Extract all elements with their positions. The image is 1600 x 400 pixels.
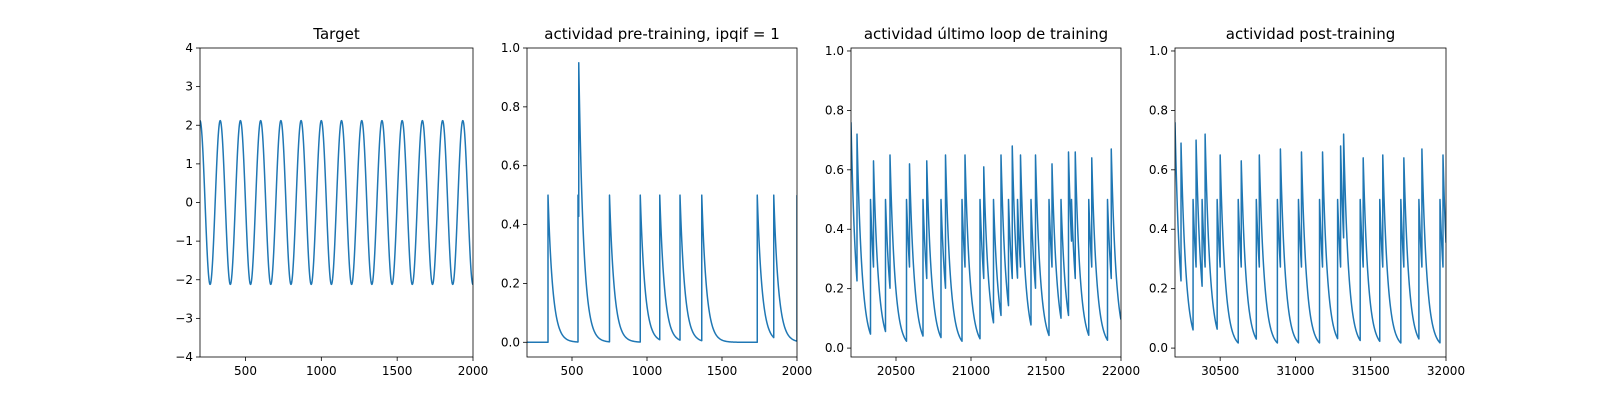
- y-tick-label: 4: [185, 41, 193, 55]
- series-line: [851, 122, 1121, 342]
- y-tick-label: 1.0: [501, 41, 520, 55]
- x-tick-label: 1000: [306, 364, 337, 378]
- y-tick-label: 1: [185, 157, 193, 171]
- y-tick-label: −4: [175, 350, 193, 364]
- chart-title: Target: [312, 25, 360, 43]
- y-tick-label: 1.0: [825, 44, 844, 58]
- x-tick-label: 2000: [458, 364, 489, 378]
- x-tick-label: 500: [561, 364, 584, 378]
- axes-frame: [1174, 47, 1447, 358]
- y-tick-label: 0.2: [825, 282, 844, 296]
- axes-frame: [850, 47, 1122, 358]
- y-tick-label: 0.2: [1149, 282, 1168, 296]
- axes-frame: [526, 47, 798, 358]
- x-tick-label: 30500: [1201, 364, 1239, 378]
- chart-title: actividad post-training: [1226, 25, 1395, 43]
- y-tick-label: 0.4: [501, 218, 520, 232]
- y-tick-label: 1.0: [1149, 44, 1168, 58]
- x-tick-label: 2000: [782, 364, 813, 378]
- y-tick-label: 0.8: [501, 100, 520, 114]
- x-tick-label: 20500: [877, 364, 915, 378]
- series-line: [1175, 122, 1446, 344]
- x-tick-label: 32000: [1427, 364, 1465, 378]
- y-tick-label: 0.6: [825, 163, 844, 177]
- y-tick-label: 0.0: [825, 341, 844, 355]
- x-tick-label: 22000: [1102, 364, 1140, 378]
- x-tick-label: 21500: [1027, 364, 1065, 378]
- chart-panel-4: actividad post-training 30500 31000 31500 32…: [1149, 25, 1465, 378]
- x-tick-label: 21000: [952, 364, 990, 378]
- chart-panel-1: Target 500 1000 1500 2000 −4 −3 −2 −1 0 1 2 3 4: [175, 25, 488, 378]
- x-tick-label: 1000: [632, 364, 663, 378]
- x-tick-label: 1500: [382, 364, 413, 378]
- chart-title: actividad pre-training, ipqif = 1: [544, 25, 780, 43]
- y-tick-label: 3: [185, 80, 193, 94]
- chart-panel-2: actividad pre-training, ipqif = 1 500 1000…: [501, 25, 812, 378]
- x-tick-label: 500: [234, 364, 257, 378]
- y-tick-label: 0: [185, 196, 193, 210]
- y-tick-label: 0.8: [1149, 103, 1168, 117]
- chart-title: actividad último loop de training: [864, 25, 1108, 43]
- y-tick-label: 0.0: [1149, 341, 1168, 355]
- y-tick-label: 0.2: [501, 276, 520, 290]
- chart-panel-3: actividad último loop de training 20500 21…: [825, 25, 1140, 378]
- y-tick-label: −3: [175, 311, 193, 325]
- y-tick-label: 0.4: [825, 222, 844, 236]
- series-line: [527, 61, 797, 344]
- y-tick-label: 0.6: [501, 159, 520, 173]
- y-tick-label: 2: [185, 118, 193, 132]
- y-tick-label: 0.6: [1149, 163, 1168, 177]
- x-tick-label: 1500: [707, 364, 738, 378]
- series-line: [200, 119, 473, 286]
- y-tick-label: 0.4: [1149, 222, 1168, 236]
- x-tick-label: 31500: [1352, 364, 1390, 378]
- y-tick-label: 0.8: [825, 103, 844, 117]
- y-tick-label: −1: [175, 234, 193, 248]
- x-tick-label: 31000: [1276, 364, 1314, 378]
- y-tick-label: −2: [175, 273, 193, 287]
- y-tick-label: 0.0: [501, 335, 520, 349]
